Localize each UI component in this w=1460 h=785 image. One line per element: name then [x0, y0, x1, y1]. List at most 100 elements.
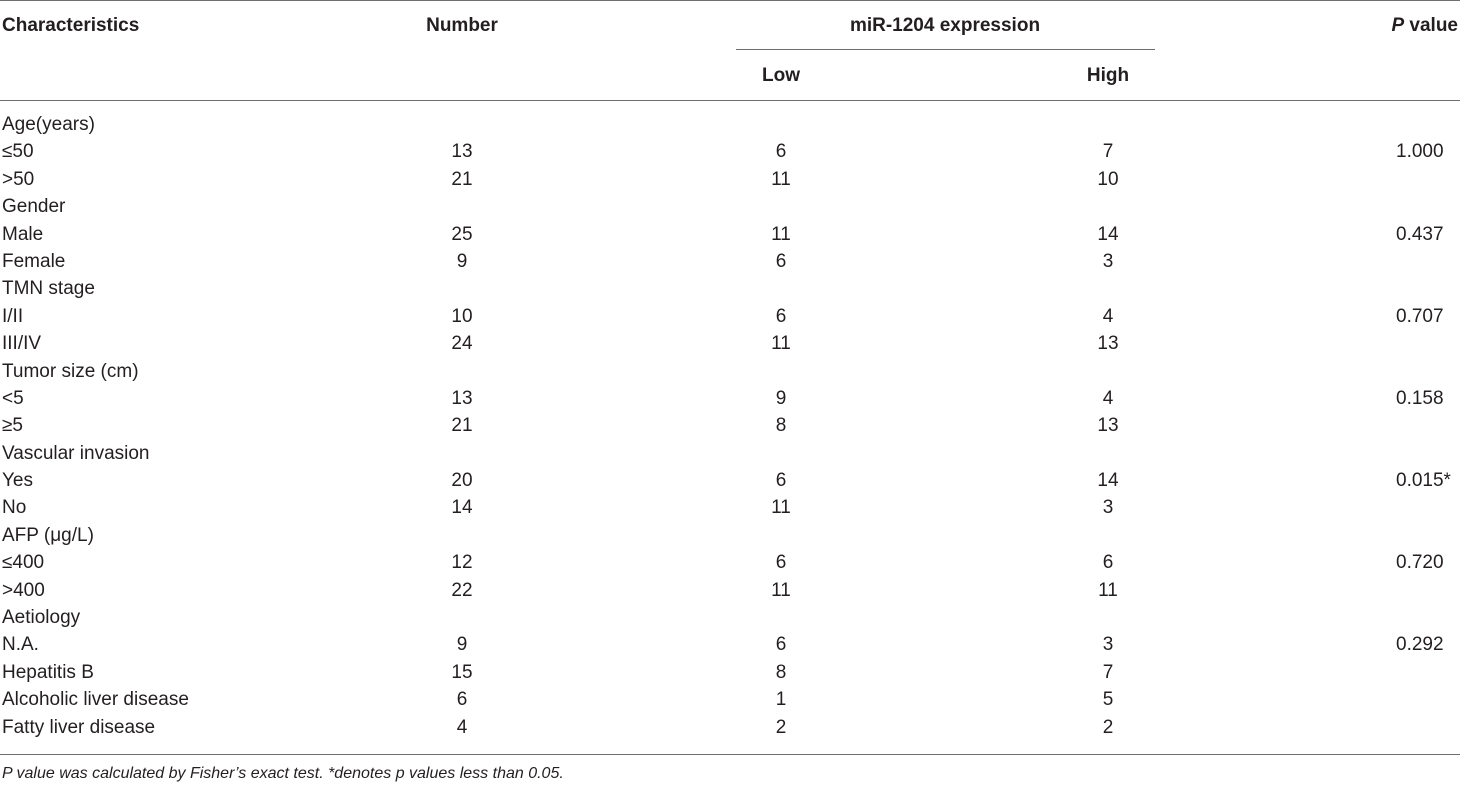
cell-low: 2	[775, 716, 787, 738]
header-low: Low	[762, 65, 800, 86]
table-row: Vascular invasion	[0, 440, 1460, 467]
cell-number: 14	[451, 497, 473, 519]
table-row: Age(years)	[0, 111, 1460, 138]
table-row: AFP (μg/L)	[0, 522, 1460, 549]
cell-number: 6	[456, 689, 468, 711]
cell-low: 8	[775, 415, 787, 437]
table-footnote: P value was calculated by Fisher’s exact…	[2, 765, 564, 782]
cell-high: 6	[1102, 552, 1114, 574]
row-label: ≤400	[2, 552, 45, 574]
cell-low: 6	[775, 250, 787, 272]
header-bottom-rule	[0, 100, 1460, 101]
row-label: No	[2, 497, 27, 519]
header-p-italic: P	[1391, 15, 1405, 36]
table-row: N.A. 9 6 3 0.292	[0, 631, 1460, 658]
cell-number: 13	[451, 141, 473, 163]
cell-high: 13	[1097, 333, 1119, 355]
row-label: III/IV	[2, 333, 42, 355]
cell-number: 25	[451, 223, 473, 245]
cell-number: 20	[451, 470, 473, 492]
table-row: Alcoholic liver disease 6 1 5	[0, 686, 1460, 713]
row-label: TMN stage	[2, 278, 95, 300]
row-label: <5	[2, 387, 24, 409]
row-label: I/II	[2, 305, 24, 327]
cell-high: 13	[1097, 415, 1119, 437]
header-p-value: P value	[1391, 15, 1458, 37]
table-row: Fatty liver disease 4 2 2	[0, 714, 1460, 741]
row-label: N.A.	[2, 634, 39, 656]
cell-p-value: 0.437	[1396, 223, 1444, 245]
table-row: III/IV 24 11 13	[0, 330, 1460, 357]
cell-high: 4	[1102, 387, 1114, 409]
header-characteristics: Characteristics	[2, 15, 140, 36]
cell-p-value: 0.015*	[1396, 470, 1451, 492]
cell-low: 11	[771, 579, 791, 601]
row-label: Tumor size (cm)	[2, 360, 139, 382]
cell-number: 10	[451, 305, 473, 327]
cell-p-value: 0.707	[1396, 305, 1444, 327]
cell-low: 6	[775, 141, 787, 163]
header-span-rule	[736, 49, 1155, 50]
row-label: Female	[2, 250, 66, 272]
row-label: >50	[2, 168, 35, 190]
cell-low: 6	[775, 552, 787, 574]
table-row: Aetiology	[0, 604, 1460, 631]
row-label: >400	[2, 579, 45, 601]
table-row: Hepatitis B 15 8 7	[0, 659, 1460, 686]
table-row: ≤400 12 6 6 0.720	[0, 549, 1460, 576]
table-row: No 14 11 3	[0, 494, 1460, 521]
table-row: <5 13 9 4 0.158	[0, 385, 1460, 412]
header-high: High	[1086, 65, 1130, 86]
cell-number: 21	[451, 415, 473, 437]
cell-number: 9	[456, 250, 468, 272]
row-label: Male	[2, 223, 44, 245]
cell-low: 8	[775, 661, 787, 683]
cell-number: 9	[456, 634, 468, 656]
table-row: Yes 20 6 14 0.015*	[0, 467, 1460, 494]
row-label: Vascular invasion	[2, 442, 150, 464]
cell-high: 14	[1097, 470, 1119, 492]
table-bottom-rule	[0, 754, 1460, 755]
cell-high: 14	[1097, 223, 1119, 245]
table-row: >50 21 11 10	[0, 166, 1460, 193]
header-p-rest: value	[1404, 15, 1458, 36]
cell-p-value: 0.158	[1396, 387, 1444, 409]
table-row: Tumor size (cm)	[0, 358, 1460, 385]
table-row: ≥5 21 8 13	[0, 412, 1460, 439]
cell-low: 9	[775, 387, 787, 409]
cell-low: 11	[771, 333, 791, 355]
cell-p-value: 0.720	[1396, 552, 1444, 574]
cell-low: 11	[771, 497, 791, 519]
cell-p-value: 0.292	[1396, 634, 1444, 656]
cell-low: 6	[775, 634, 787, 656]
cell-high: 11	[1098, 579, 1118, 601]
cell-high: 3	[1102, 634, 1114, 656]
cell-number: 12	[451, 552, 473, 574]
row-label: Aetiology	[2, 607, 81, 629]
row-label: ≤50	[2, 141, 34, 163]
cell-low: 6	[775, 305, 787, 327]
cell-low: 11	[771, 223, 791, 245]
cell-high: 2	[1102, 716, 1114, 738]
cell-number: 24	[451, 333, 473, 355]
row-label: Hepatitis B	[2, 661, 94, 683]
cell-p-value: 1.000	[1396, 141, 1444, 163]
cell-high: 3	[1102, 250, 1114, 272]
table-top-rule	[0, 0, 1460, 1]
cell-high: 7	[1102, 661, 1114, 683]
table-row: I/II 10 6 4 0.707	[0, 303, 1460, 330]
cell-number: 4	[456, 716, 468, 738]
row-label: ≥5	[2, 415, 23, 437]
row-label: Fatty liver disease	[2, 716, 156, 738]
cell-low: 6	[775, 470, 787, 492]
header-mir1204-expression: miR-1204 expression	[849, 15, 1041, 36]
table-row: >400 22 11 11	[0, 577, 1460, 604]
cell-number: 21	[451, 168, 473, 190]
table-row: Gender	[0, 193, 1460, 220]
cell-high: 5	[1102, 689, 1114, 711]
row-label: Age(years)	[2, 114, 95, 135]
cell-high: 3	[1102, 497, 1114, 519]
table-row: ≤50 13 6 7 1.000	[0, 138, 1460, 165]
cell-high: 7	[1102, 141, 1114, 163]
header-number: Number	[426, 15, 498, 36]
